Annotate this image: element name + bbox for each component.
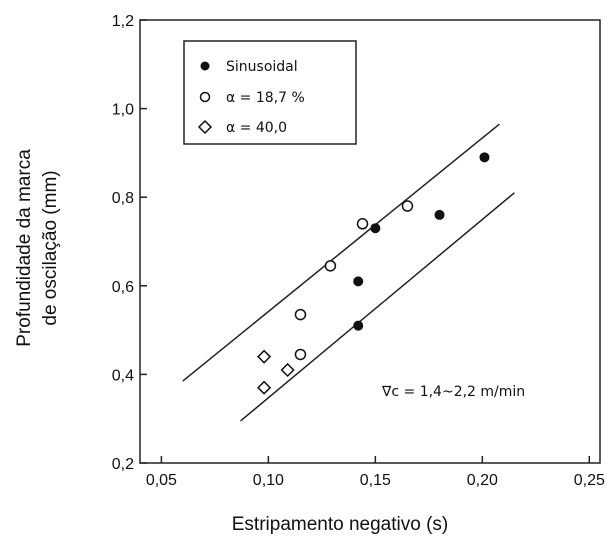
- legend-label-alpha-18: α = 18,7 %: [226, 90, 305, 106]
- point-sinusoidal: [370, 223, 381, 234]
- point-alpha-40: [280, 362, 295, 378]
- point-sinusoidal: [353, 276, 364, 287]
- legend-marker-alpha-40: [197, 119, 213, 135]
- legend-marker-sinusoidal: [200, 61, 210, 71]
- velocity-annotation: ∇c = 1,4~2,2 m/min: [381, 384, 525, 400]
- legend: Sinusoidal α = 18,7 % α = 40,0: [183, 40, 357, 145]
- y-tick-label: 0,8: [112, 190, 134, 207]
- x-tick-label: 0,15: [360, 472, 391, 489]
- x-tick-label: 0,25: [574, 472, 605, 489]
- x-tick-label: 0,20: [467, 472, 498, 489]
- point-alpha-18-7: [294, 348, 307, 361]
- y-tick-label: 0,4: [112, 367, 134, 384]
- point-alpha-18-7: [324, 260, 337, 272]
- point-sinusoidal: [479, 152, 490, 163]
- point-sinusoidal: [434, 209, 445, 220]
- x-tick-label: 0,10: [253, 472, 284, 489]
- point-alpha-18-7: [401, 200, 414, 212]
- y-axis-title-line1: Profundidade da marca: [14, 149, 35, 347]
- lower-bound-line: [240, 192, 515, 422]
- point-alpha-18-7: [356, 218, 369, 230]
- point-alpha-18-7: [294, 308, 307, 321]
- x-axis-title: Estripamento negativo (s): [232, 514, 449, 535]
- bound-lines: [182, 123, 515, 422]
- legend-box: [183, 40, 357, 145]
- data-points: [257, 152, 490, 395]
- y-tick-label: 0,2: [112, 456, 134, 473]
- y-axis: 0,2 0,4 0,6 0,8 1,0 1,2: [112, 13, 147, 473]
- point-alpha-40: [257, 380, 272, 395]
- legend-label-sinusoidal: Sinusoidal: [226, 59, 298, 75]
- point-sinusoidal: [353, 320, 364, 331]
- y-axis-title-line2: de oscilação (mm): [40, 170, 61, 325]
- upper-bound-line: [182, 123, 500, 382]
- legend-label-alpha-40: α = 40,0: [226, 120, 287, 136]
- x-tick-label: 0,05: [146, 472, 177, 489]
- plot-frame: [139, 19, 601, 464]
- x-axis: 0,05 0,10 0,15 0,20 0,25: [146, 456, 605, 489]
- legend-marker-alpha-18: [199, 91, 211, 103]
- y-tick-label: 0,6: [112, 279, 134, 296]
- y-tick-label: 1,2: [112, 13, 134, 30]
- y-tick-label: 1,0: [112, 102, 134, 119]
- point-alpha-40: [257, 349, 272, 364]
